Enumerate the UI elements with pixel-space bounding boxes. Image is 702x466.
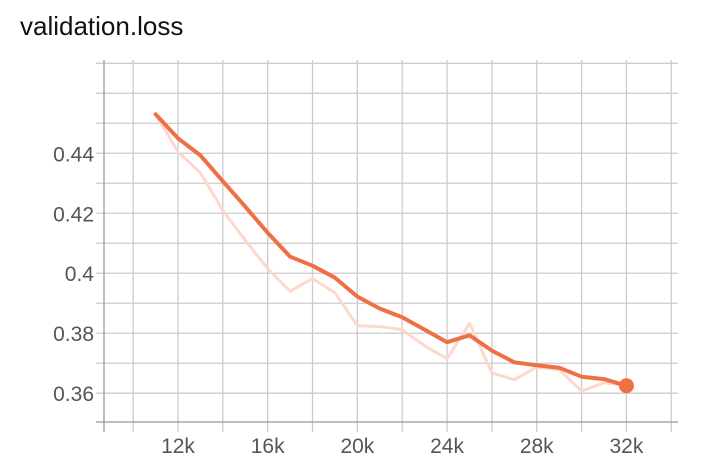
- y-tick-label: 0.44: [53, 143, 94, 166]
- grid: [96, 60, 678, 432]
- chart-title: validation.loss: [20, 11, 184, 41]
- last-point-marker: [618, 378, 634, 394]
- y-tick-label: 0.36: [53, 383, 94, 406]
- axes: [96, 60, 678, 432]
- series: [153, 112, 629, 393]
- y-tick-label: 0.42: [53, 203, 94, 226]
- x-axis-tick-labels: 12k 16k 20k 24k 28k 32k: [161, 435, 644, 458]
- x-tick-label: 32k: [610, 435, 644, 458]
- x-tick-label: 20k: [340, 435, 374, 458]
- y-axis-tick-labels: 0.36 0.38 0.4 0.42 0.44: [53, 143, 94, 406]
- markers: [618, 378, 634, 394]
- y-tick-label: 0.38: [53, 323, 94, 346]
- smoothed-series-line: [153, 112, 629, 388]
- x-tick-label: 28k: [520, 435, 554, 458]
- raw-series-line: [154, 112, 628, 393]
- x-tick-label: 16k: [251, 435, 285, 458]
- y-tick-label: 0.4: [65, 263, 95, 286]
- x-tick-label: 24k: [430, 435, 464, 458]
- x-tick-label: 12k: [161, 435, 195, 458]
